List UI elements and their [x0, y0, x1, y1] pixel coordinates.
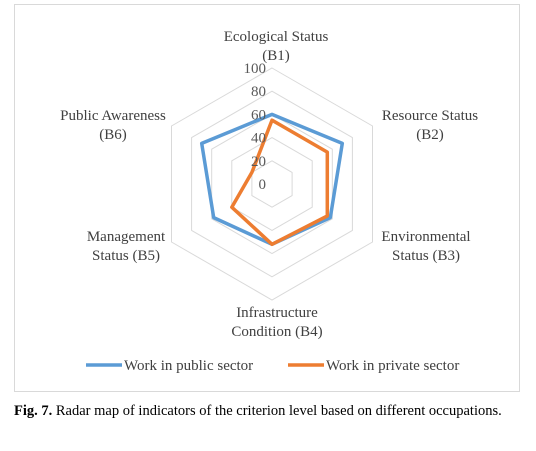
chart-frame: [14, 4, 520, 392]
axis-label-line: Management: [87, 229, 166, 245]
figure-caption: Fig. 7. Radar map of indicators of the c…: [14, 402, 524, 421]
tick-label: 100: [244, 61, 267, 77]
axis-label-b4: Infrastructure Condition (B4): [231, 305, 322, 340]
axis-label-line: Environmental: [381, 229, 470, 245]
axis-label-line: Ecological Status: [224, 29, 329, 45]
grid-ring: [211, 113, 333, 255]
tick-label: 20: [251, 154, 266, 170]
caption-text: Radar map of indicators of the criterion…: [52, 403, 502, 419]
axis-label-line: (B2): [416, 127, 444, 143]
axis-label-line: Status (B3): [392, 248, 460, 264]
legend-label-2: Work in private sector: [326, 358, 459, 374]
axis-label-b6: Public Awareness (B6): [60, 108, 166, 143]
grid-ring: [171, 67, 373, 301]
grid-ring: [231, 137, 313, 231]
grid-ring: [191, 90, 353, 278]
axis-label-line: (B1): [262, 48, 290, 64]
tick-label: 60: [251, 107, 266, 123]
tick-label: 80: [251, 84, 266, 100]
tick-label: 0: [259, 177, 267, 193]
axis-label-line: Condition (B4): [231, 324, 322, 340]
axis-label-b5: Management Status (B5): [87, 229, 166, 264]
axis-label-line: (B6): [99, 127, 127, 143]
axis-label-b1: Ecological Status (B1): [224, 29, 329, 64]
caption-label: Fig. 7.: [14, 403, 53, 419]
axis-label-line: Resource Status: [382, 108, 478, 124]
tick-label: 40: [251, 131, 266, 147]
radar-chart: 0 20 40 60 80 100 Ecological Status (B1) Resour…: [60, 29, 478, 374]
axis-label-line: Public Awareness: [60, 108, 166, 124]
axis-label-b3: Environmental Status (B3): [381, 229, 470, 264]
axis-label-line: Infrastructure: [236, 305, 318, 321]
axis-label-line: Status (B5): [92, 248, 160, 264]
axis-label-b2: Resource Status (B2): [382, 108, 478, 143]
legend-label-1: Work in public sector: [124, 358, 253, 374]
series-line-2: [230, 118, 330, 247]
